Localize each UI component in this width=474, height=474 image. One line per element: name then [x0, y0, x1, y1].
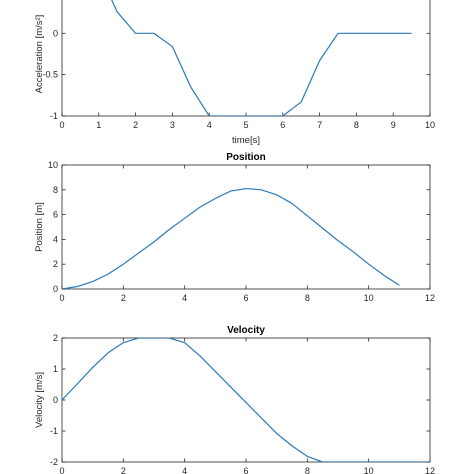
velocity-xtick-label: 4: [182, 466, 187, 474]
acceleration-xtick-label: 8: [354, 120, 359, 130]
velocity-xtick-label: 12: [425, 466, 435, 474]
acceleration-xtick-label: 1: [96, 120, 101, 130]
acceleration-xtick-label: 9: [391, 120, 396, 130]
position-xtick-label: 8: [305, 293, 310, 303]
acceleration-series-line: [111, 0, 412, 116]
acceleration-xtick-label: 7: [317, 120, 322, 130]
acceleration-ytick-label: -1: [50, 111, 58, 121]
position-xtick-label: 2: [121, 293, 126, 303]
position-ytick-label: 6: [53, 210, 58, 220]
velocity-xtick-label: 2: [121, 466, 126, 474]
position-xtick-label: 6: [243, 293, 248, 303]
acceleration-ytick-label: 0: [53, 28, 58, 38]
velocity-ytick-label: 1: [53, 364, 58, 374]
acceleration-xtick-label: 0: [59, 120, 64, 130]
acceleration-xlabel: time[s]: [232, 135, 260, 146]
position-ytick-label: 8: [53, 185, 58, 195]
acceleration-xtick-label: 10: [425, 120, 435, 130]
velocity-ytick-label: -1: [50, 426, 58, 436]
position-xtick-label: 12: [425, 293, 435, 303]
velocity-xtick-label: 10: [364, 466, 374, 474]
position-xtick-label: 0: [59, 293, 64, 303]
velocity-series-line: [62, 338, 430, 462]
position-ylabel: Position [m]: [34, 202, 45, 252]
acceleration-xtick-label: 2: [133, 120, 138, 130]
acceleration-ytick-label: -0.5: [42, 70, 58, 80]
velocity-ytick-label: 2: [53, 333, 58, 343]
position-xtick-label: 10: [364, 293, 374, 303]
acceleration-xtick-label: 4: [207, 120, 212, 130]
position-series-line: [62, 187, 400, 289]
acceleration-xtick-label: 5: [243, 120, 248, 130]
acceleration-xtick-label: 6: [280, 120, 285, 130]
position-ytick-label: 10: [48, 160, 58, 170]
velocity-ylabel: Velocity [m/s]: [34, 372, 45, 428]
velocity-ytick-label: 0: [53, 395, 58, 405]
velocity-title: Velocity: [227, 325, 265, 336]
position-ytick-label: 0: [53, 284, 58, 294]
acceleration-plot: 012345678910-1-0.500.5time[s]Acceleratio…: [34, 0, 435, 146]
position-plot: 0 2 4 6 8 10 12 0 2 4 6 8 10 Position Position [m]: [34, 152, 435, 303]
position-title: Position: [226, 152, 265, 163]
velocity-ytick-label: -2: [50, 457, 58, 467]
plots: 012345678910-1-0.500.5time[s]Acceleratio…: [34, 0, 435, 474]
position-ytick-label: 2: [53, 259, 58, 269]
position-xtick-label: 4: [182, 293, 187, 303]
position-ytick-label: 4: [53, 234, 58, 244]
velocity-xtick-label: 0: [59, 466, 64, 474]
velocity-xtick-label: 8: [305, 466, 310, 474]
velocity-xtick-label: 6: [243, 466, 248, 474]
acceleration-ylabel: Acceleration [m/s²]: [34, 15, 45, 94]
acceleration-xtick-label: 3: [170, 120, 175, 130]
